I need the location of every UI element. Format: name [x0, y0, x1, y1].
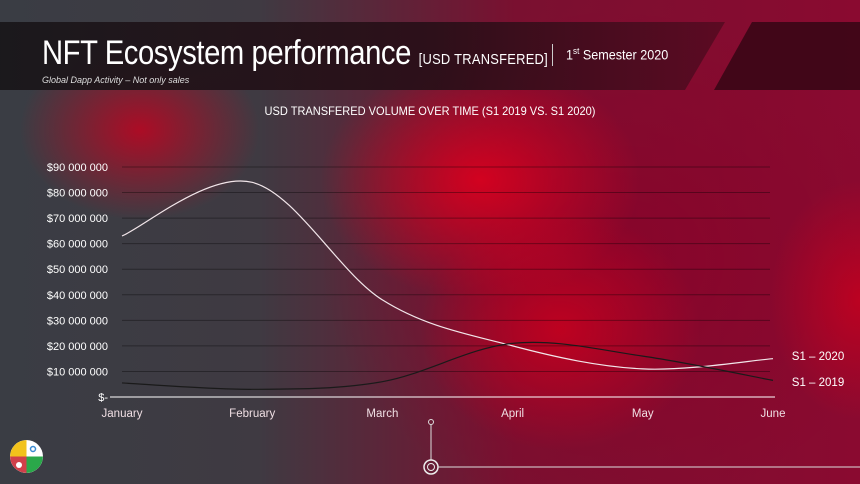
timeline-node [428, 419, 434, 425]
logo-icon [10, 440, 43, 473]
x-tick-label: January [102, 408, 143, 420]
series-line-1 [121, 341, 774, 390]
y-tick-label: $70 000 000 [47, 213, 108, 225]
header-band [0, 22, 860, 90]
x-tick-label: June [761, 408, 786, 420]
divider [552, 44, 553, 66]
y-tick-label: $10 000 000 [47, 366, 108, 378]
y-tick-label: $40 000 000 [47, 290, 108, 302]
series-line-0 [121, 180, 774, 370]
y-tick-label: $20 000 000 [47, 341, 108, 353]
page-title: NFT Ecosystem performance [USD TRANSFERE… [42, 34, 548, 72]
y-tick-label: $30 000 000 [47, 315, 108, 327]
y-tick-label: $50 000 000 [47, 264, 108, 276]
x-tick-label: March [366, 408, 398, 420]
y-tick-label: $- [98, 392, 108, 404]
legend-label: S1 – 2019 [792, 377, 844, 389]
chart-title: USD TRANSFERED VOLUME OVER TIME (S1 2019… [264, 104, 596, 118]
x-tick-label: May [632, 408, 654, 420]
y-tick-label: $60 000 000 [47, 239, 108, 251]
legend-label: S1 – 2020 [792, 351, 844, 363]
title-suffix: [USD TRANSFERED] [418, 51, 548, 68]
semester-label: 1st Semester 2020 [566, 46, 669, 63]
header-background [0, 22, 860, 90]
y-tick-label: $90 000 000 [47, 162, 108, 174]
x-tick-label: April [501, 408, 524, 420]
y-tick-label: $80 000 000 [47, 188, 108, 200]
timeline-marker [423, 459, 439, 475]
timeline-marker-inner [427, 463, 435, 471]
page-subtitle: Global Dapp Activity – Not only sales [42, 75, 190, 85]
x-tick-label: February [229, 408, 275, 420]
